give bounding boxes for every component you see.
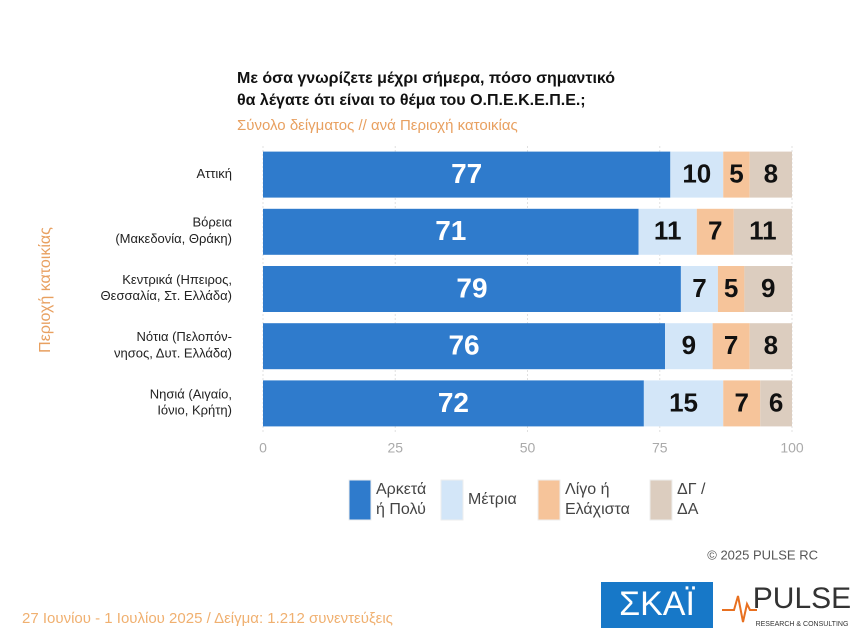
bar-segment [263,266,681,312]
bar-segment [723,151,750,198]
y-tick-label: Βόρεια (Μακεδονία, Θράκη) [115,215,232,246]
x-tick-label: 50 [520,440,536,456]
bar-segment [733,208,792,255]
data-label: 9 [761,273,775,303]
data-label: 72 [438,387,469,418]
x-tick-label: 75 [652,440,668,456]
data-label: 77 [451,158,482,189]
legend-label: Αρκετά ή Πολύ [376,481,426,518]
data-label: 5 [724,273,738,303]
data-label: 79 [456,272,487,303]
bar-segment [749,323,792,370]
bar-segment [638,208,697,255]
pulse-logo-sub: RESEARCH & CONSULTING [756,621,849,628]
y-axis-label: Περιοχή κατοικίας [37,227,54,353]
chart-subtitle: Σύνολο δείγματος // ανά Περιοχή κατοικία… [237,117,518,134]
bar-segment [717,266,745,312]
pulse-logo-text: PULSE [753,582,851,615]
legend-label: ΔΓ / ΔΑ [677,481,706,518]
legend-label: Μέτρια [468,491,517,508]
data-label: 6 [769,387,783,417]
chart-title: θα λέγατε ότι είναι το θέμα του Ο.Π.Ε.Κ.… [237,92,586,109]
legend-swatch [440,479,464,521]
bar-segment [670,151,724,198]
data-label: 11 [749,216,777,246]
x-tick-label: 25 [387,440,403,456]
data-label: 11 [654,216,682,246]
bar-segment [712,323,750,370]
skai-logo-text: ΣΚΑΪ [619,585,695,623]
chart-title: Με όσα γνωρίζετε μέχρι σήμερα, πόσο σημα… [237,70,615,87]
bar-segment [263,380,644,427]
bar-segment [665,323,713,370]
bar-segment [680,266,718,312]
bar-segment [744,266,792,312]
data-label: 71 [435,215,466,246]
data-label: 8 [764,330,778,360]
bar-segment [263,208,639,255]
y-tick-label: Αττική [196,166,232,181]
copyright: © 2025 PULSE RC [707,547,818,562]
bar-segment [263,151,671,198]
x-tick-label: 100 [780,440,804,456]
bar-segment [696,208,734,255]
data-label: 8 [764,158,778,188]
bar-segment [760,380,792,427]
y-tick-label: Νότια (Πελοπόν-νησος, Δυτ. Ελλάδα) [114,330,232,361]
data-label: 76 [448,330,479,361]
legend-swatch [348,479,372,521]
data-label: 7 [724,330,738,360]
legend-label: Λίγο ή Ελάχιστα [565,481,630,518]
pulse-logo-line [722,595,757,623]
bar-segment [749,151,792,198]
data-label: 7 [735,387,749,417]
y-tick-label: Κεντρικά (Ηπειρος, Θεσσαλία, Στ. Ελλάδα) [101,272,232,303]
x-tick-label: 0 [259,440,267,456]
data-label: 15 [669,387,698,417]
y-tick-label: Νησιά (Αιγαίο, Ιόνιο, Κρήτη) [150,387,232,418]
footer: 27 Ιουνίου - 1 Ιουλίου 2025 / Δείγμα: 1.… [22,610,393,627]
data-label: 9 [682,330,696,360]
legend-swatch [649,479,673,521]
data-label: 7 [692,273,706,303]
legend-swatch [537,479,561,521]
bar-segment [643,380,724,427]
skai-logo [601,582,713,628]
bar-segment [263,323,666,370]
data-label: 10 [682,158,711,188]
bar-segment [723,380,761,427]
data-label: 7 [708,216,722,246]
data-label: 5 [729,158,743,188]
